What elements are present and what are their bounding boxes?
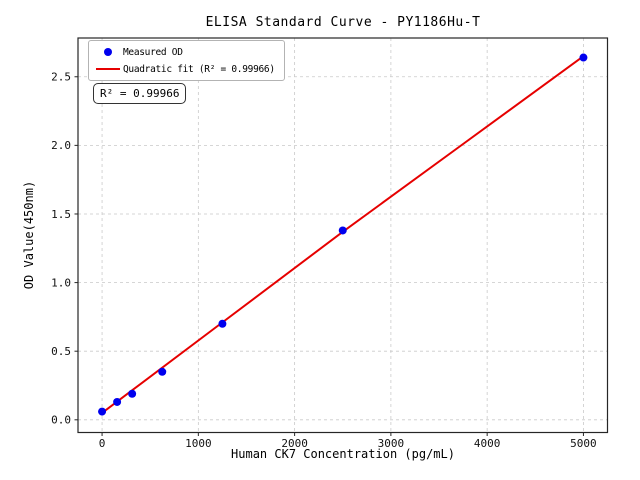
y-tick-label: 1.0 [51, 276, 71, 289]
y-tick-label: 2.5 [51, 71, 71, 84]
x-tick-label: 3000 [378, 437, 405, 450]
quadratic-fit-line [101, 55, 585, 414]
legend: Measured OD Quadratic fit (R² = 0.99966) [88, 40, 285, 81]
x-tick-label: 4000 [474, 437, 501, 450]
plot-frame [77, 37, 609, 434]
data-point [113, 397, 122, 406]
legend-item-quadratic-fit: Quadratic fit (R² = 0.99966) [93, 62, 275, 76]
r-squared-annotation: R² = 0.99966 [93, 83, 187, 104]
data-point [579, 53, 588, 62]
measured-od-marker-box [93, 48, 123, 56]
data-point [98, 407, 107, 416]
chart-title: ELISA Standard Curve - PY1186Hu-T [205, 15, 481, 30]
legend-label-quadratic-fit: Quadratic fit (R² = 0.99966) [123, 63, 275, 75]
x-tick-label: 2000 [281, 437, 308, 450]
legend-item-measured-od: Measured OD [93, 45, 275, 59]
y-axis-label: OD Value(450nm) [22, 180, 36, 290]
fit-line-marker-icon [96, 67, 120, 71]
y-tick-label: 1.5 [51, 208, 71, 221]
data-point [158, 367, 167, 376]
x-tick-label: 1000 [185, 437, 212, 450]
y-tick-label: 0.5 [51, 345, 71, 358]
y-tick-label: 0.0 [51, 414, 71, 427]
quadratic-fit-marker-box [93, 67, 123, 71]
legend-label-measured-od: Measured OD [123, 46, 183, 58]
data-point [218, 319, 227, 328]
x-tick-label: 5000 [570, 437, 597, 450]
data-point [128, 389, 137, 398]
y-tick-label: 2.0 [51, 139, 71, 152]
data-point [338, 226, 347, 235]
x-axis-label: Human CK7 Concentration (pg/mL) [231, 447, 455, 461]
x-tick-label: 0 [99, 437, 106, 450]
measured-od-dot-icon [104, 48, 112, 56]
